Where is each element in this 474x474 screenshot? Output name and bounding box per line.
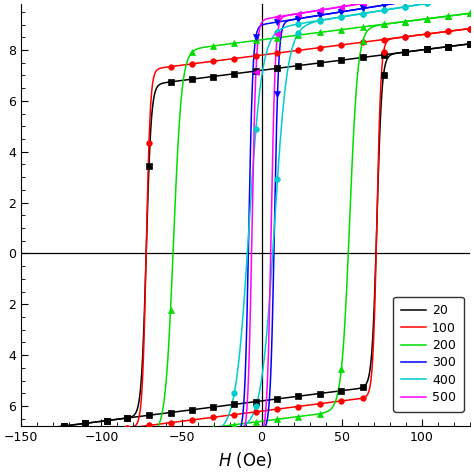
- 200: [467, 10, 473, 16]
- 100: [467, 26, 473, 31]
- 100: [456, 27, 462, 33]
- 20: [467, 41, 473, 47]
- 300: [234, 433, 240, 438]
- Line: 300: 300: [21, 0, 470, 470]
- 500: [386, 0, 392, 2]
- 400: [18, 462, 24, 467]
- Legend: 20, 100, 200, 300, 400, 500: 20, 100, 200, 300, 400, 500: [393, 297, 464, 412]
- 300: [285, 18, 291, 24]
- 400: [261, 358, 267, 364]
- 500: [261, 422, 267, 428]
- 200: [456, 12, 462, 18]
- 20: [456, 42, 462, 48]
- Line: 200: 200: [21, 13, 470, 452]
- 400: [386, 7, 392, 12]
- Line: 400: 400: [21, 0, 470, 465]
- Line: 500: 500: [21, 0, 470, 474]
- Line: 20: 20: [21, 44, 470, 431]
- 20: [386, 54, 392, 59]
- 100: [18, 439, 24, 445]
- 400: [285, 64, 291, 69]
- 20: [234, 401, 240, 407]
- Line: 100: 100: [21, 28, 470, 442]
- 500: [18, 472, 24, 474]
- 100: [261, 408, 267, 414]
- 100: [234, 411, 240, 417]
- 20: [231, 401, 237, 407]
- 20: [285, 395, 291, 401]
- 100: [285, 405, 291, 410]
- 20: [18, 428, 24, 434]
- 300: [261, 426, 267, 432]
- 400: [231, 427, 237, 433]
- 400: [234, 426, 240, 432]
- 200: [18, 449, 24, 455]
- 500: [234, 438, 240, 443]
- 200: [231, 422, 237, 428]
- 200: [386, 21, 392, 27]
- 200: [285, 415, 291, 421]
- 300: [231, 433, 237, 438]
- 400: [456, 0, 462, 1]
- 200: [234, 421, 240, 427]
- 100: [386, 37, 392, 43]
- 500: [231, 438, 237, 444]
- 500: [285, 12, 291, 18]
- 20: [261, 398, 267, 403]
- 300: [386, 1, 392, 7]
- X-axis label: $H$ (Oe): $H$ (Oe): [218, 450, 273, 470]
- 200: [261, 418, 267, 424]
- 100: [231, 412, 237, 418]
- 300: [18, 467, 24, 473]
